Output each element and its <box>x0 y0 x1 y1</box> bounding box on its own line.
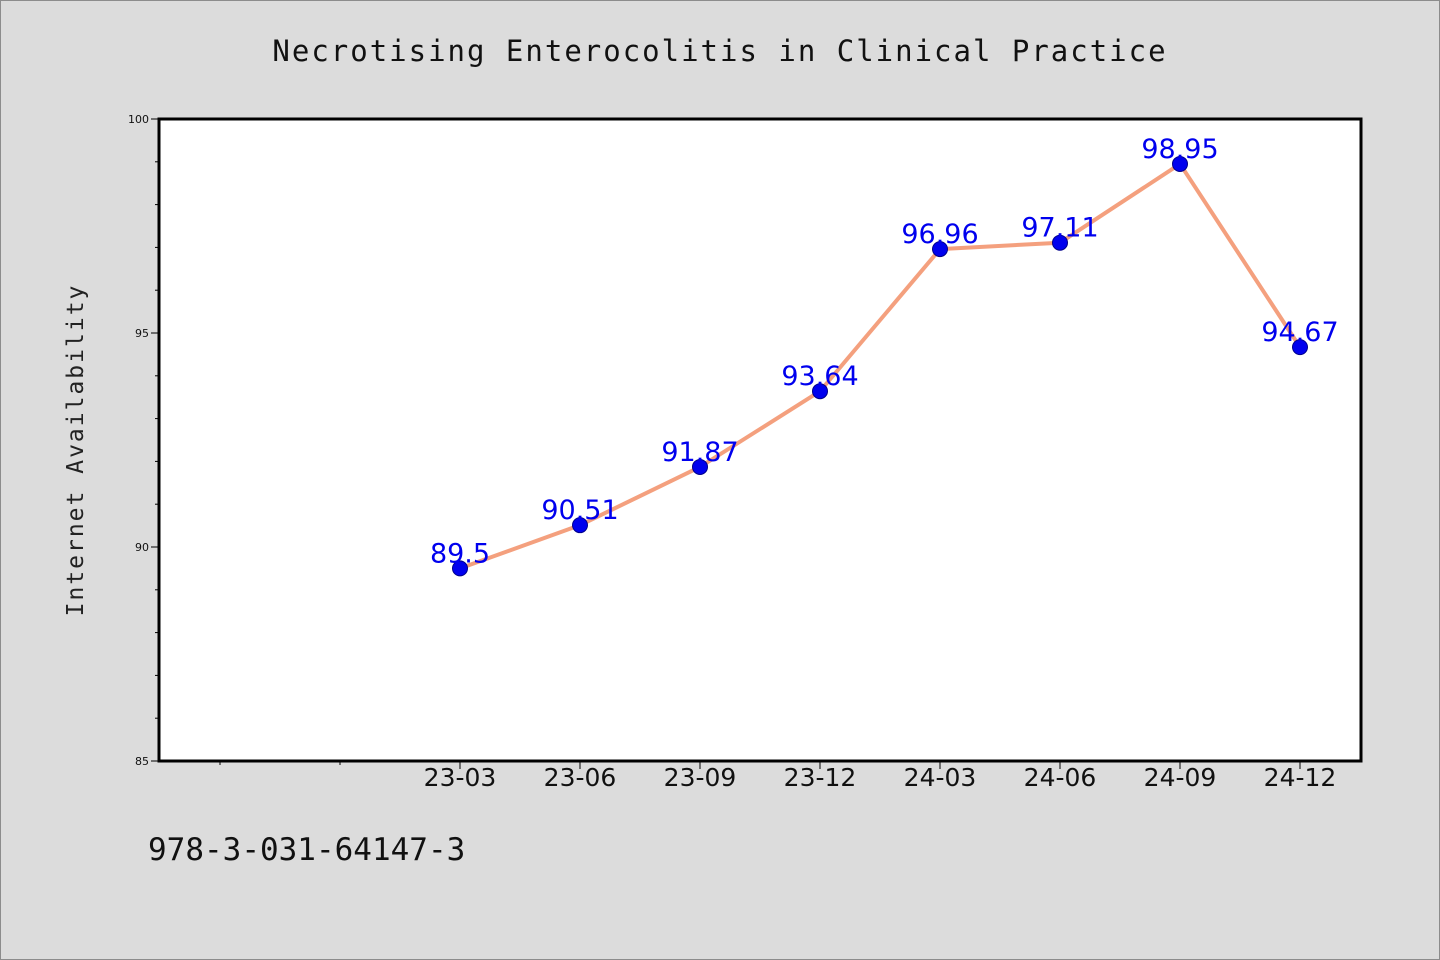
isbn-text: 978-3-031-64147-3 <box>148 832 466 868</box>
data-point[interactable] <box>452 560 468 577</box>
y-tick-label: 90 <box>135 541 149 554</box>
data-point[interactable] <box>1052 234 1068 251</box>
data-label: 90.51 <box>541 495 618 526</box>
data-label: 94.67 <box>1261 317 1338 348</box>
plot-border <box>157 117 1363 763</box>
series-line <box>458 161 1302 571</box>
x-tick-label: 24-03 <box>904 763 977 792</box>
data-point[interactable] <box>572 517 588 534</box>
data-point[interactable] <box>1292 339 1308 356</box>
data-point[interactable] <box>692 458 708 475</box>
chart-title: Necrotising Enterocolitis in Clinical Pr… <box>272 34 1168 68</box>
x-tick-label: 24-06 <box>1024 763 1097 792</box>
x-tick-label: 23-03 <box>424 763 497 792</box>
x-tick-label: 23-12 <box>784 763 857 792</box>
data-point[interactable] <box>1172 155 1188 172</box>
plot-area <box>159 119 1361 761</box>
data-point[interactable] <box>812 383 828 400</box>
data-label: 97.11 <box>1021 213 1098 244</box>
data-label: 93.64 <box>781 361 858 392</box>
x-tick-label: 24-09 <box>1144 763 1217 792</box>
data-label: 98.95 <box>1141 134 1218 165</box>
data-point[interactable] <box>932 241 948 258</box>
y-tick-label: 95 <box>135 327 149 340</box>
data-label: 91.87 <box>661 437 738 468</box>
y-tick-label: 100 <box>128 113 149 126</box>
y-tick-label: 85 <box>135 755 149 768</box>
data-label: 89.5 <box>430 538 490 569</box>
data-label: 96.96 <box>901 219 978 250</box>
x-tick-label: 23-09 <box>664 763 737 792</box>
x-tick-label: 24-12 <box>1264 763 1337 792</box>
x-tick-label: 23-06 <box>544 763 617 792</box>
